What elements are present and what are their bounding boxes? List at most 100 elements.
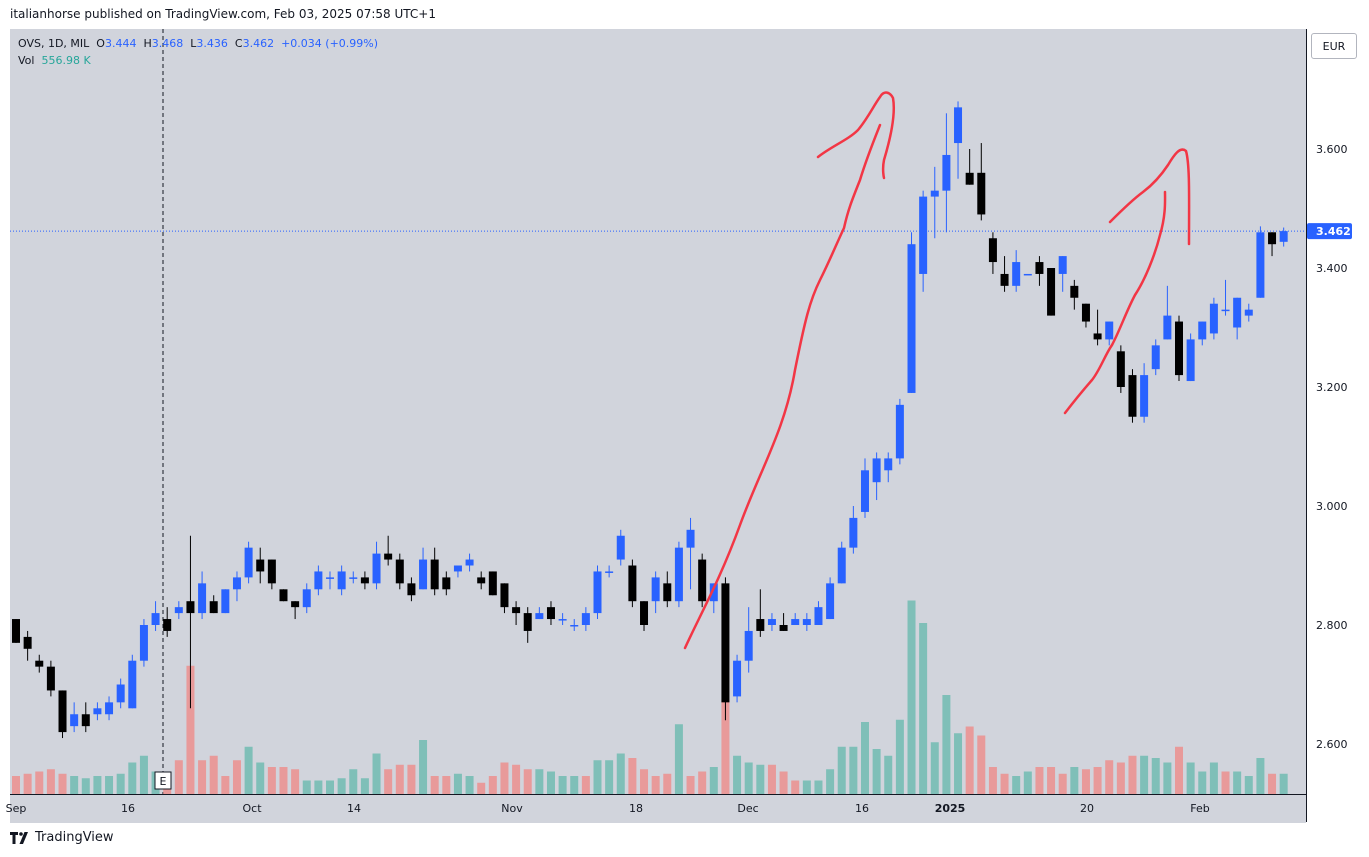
volume-bar — [349, 769, 358, 794]
candle-body — [12, 619, 20, 643]
volume-value: 556.98 K — [41, 54, 91, 67]
volume-bar — [907, 600, 916, 794]
candle-body — [186, 601, 195, 614]
volume-bar — [826, 769, 835, 794]
volume-bar — [965, 726, 974, 794]
volume-bar — [302, 780, 311, 794]
volume-bar — [70, 776, 79, 794]
volume-bar — [46, 769, 55, 794]
chart-plot-area[interactable] — [10, 29, 1306, 794]
volume-bar — [698, 771, 707, 794]
candle-body — [174, 607, 183, 614]
candle-body — [709, 583, 718, 602]
volume-bar — [849, 746, 858, 794]
time-tick-label: 16 — [855, 802, 869, 815]
candle-body — [198, 583, 207, 614]
candle-body — [279, 589, 288, 602]
volume-bar — [1128, 755, 1137, 794]
candle-body — [849, 517, 858, 548]
volume-bar — [802, 780, 811, 794]
volume-bar — [314, 780, 323, 794]
volume-bar — [663, 773, 672, 794]
volume-bar — [12, 776, 20, 794]
high-label: H — [143, 37, 152, 50]
volume-bar — [1186, 762, 1195, 794]
candle-body — [1105, 321, 1114, 340]
volume-bar — [721, 699, 730, 794]
candle-body — [616, 535, 625, 560]
volume-bar — [1233, 771, 1242, 794]
candle-body — [105, 702, 114, 715]
volume-bar — [872, 749, 881, 794]
volume-bar — [1221, 771, 1230, 794]
candle-body — [465, 559, 474, 566]
volume-bar — [1151, 758, 1160, 794]
candle-body — [884, 458, 893, 471]
volume-bar — [1105, 760, 1114, 794]
candle-body — [442, 577, 451, 590]
volume-bar — [1035, 767, 1044, 794]
candle-body — [733, 660, 742, 697]
time-tick-label: Dec — [737, 802, 758, 815]
time-axis[interactable] — [10, 794, 1306, 823]
price-tick-label: 3.600 — [1316, 143, 1348, 156]
candle-body — [139, 625, 148, 661]
candle-body — [128, 660, 137, 709]
time-tick-label: 20 — [1080, 802, 1094, 815]
earnings-marker[interactable] — [154, 771, 172, 790]
candle-body — [116, 684, 125, 703]
candle-body — [767, 619, 776, 625]
candle-body — [23, 636, 32, 649]
candle-body — [314, 571, 323, 590]
candle-body — [488, 571, 497, 596]
candle-body — [1000, 273, 1009, 286]
open-label: O — [96, 37, 105, 50]
annotation-stroke — [683, 123, 882, 650]
candle-body — [1047, 268, 1056, 316]
volume-label[interactable]: Vol — [18, 54, 35, 67]
volume-bar — [1163, 762, 1172, 794]
volume-bar — [395, 764, 404, 794]
candle-body — [919, 196, 928, 274]
candle-body — [1268, 232, 1277, 245]
close-value: 3.462 — [242, 37, 275, 50]
candle-body — [546, 607, 555, 620]
tradingview-brand[interactable]: TradingView — [10, 830, 114, 845]
candle-body — [477, 577, 486, 584]
candle-body — [756, 619, 765, 631]
price-axis[interactable] — [1306, 29, 1369, 822]
volume-bar — [430, 776, 439, 794]
candle-body — [453, 565, 462, 572]
candle-body — [930, 190, 939, 197]
candle-body — [209, 601, 218, 614]
candle-body — [965, 172, 974, 185]
annotation-stroke — [816, 91, 895, 180]
volume-bar — [558, 776, 567, 794]
volume-bar — [581, 776, 590, 794]
volume-bar — [198, 760, 207, 794]
candle-body — [407, 583, 416, 596]
candle-body — [151, 613, 160, 625]
volume-bar — [232, 760, 241, 794]
candle-body — [1093, 333, 1102, 340]
candle-body — [721, 583, 730, 703]
last-price-badge — [1307, 223, 1352, 240]
symbol-label[interactable]: OVS, 1D, MIL — [18, 37, 90, 50]
volume-bar — [105, 776, 114, 794]
candle-body — [349, 577, 358, 579]
candle-body — [163, 619, 172, 631]
candle-body — [1175, 321, 1183, 376]
volume-bar — [523, 769, 532, 794]
volume-bar — [407, 764, 416, 794]
volume-bar — [488, 776, 497, 794]
candle-body — [523, 613, 532, 631]
currency-button[interactable]: EUR — [1311, 33, 1357, 59]
volume-bar — [58, 773, 67, 794]
candle-body — [651, 577, 660, 602]
candle-body — [1012, 262, 1021, 286]
candle-body — [779, 625, 788, 631]
brand-label: TradingView — [35, 830, 114, 845]
volume-bar — [256, 762, 265, 794]
annotation-stroke — [1063, 190, 1167, 415]
candle-body — [1035, 262, 1044, 274]
